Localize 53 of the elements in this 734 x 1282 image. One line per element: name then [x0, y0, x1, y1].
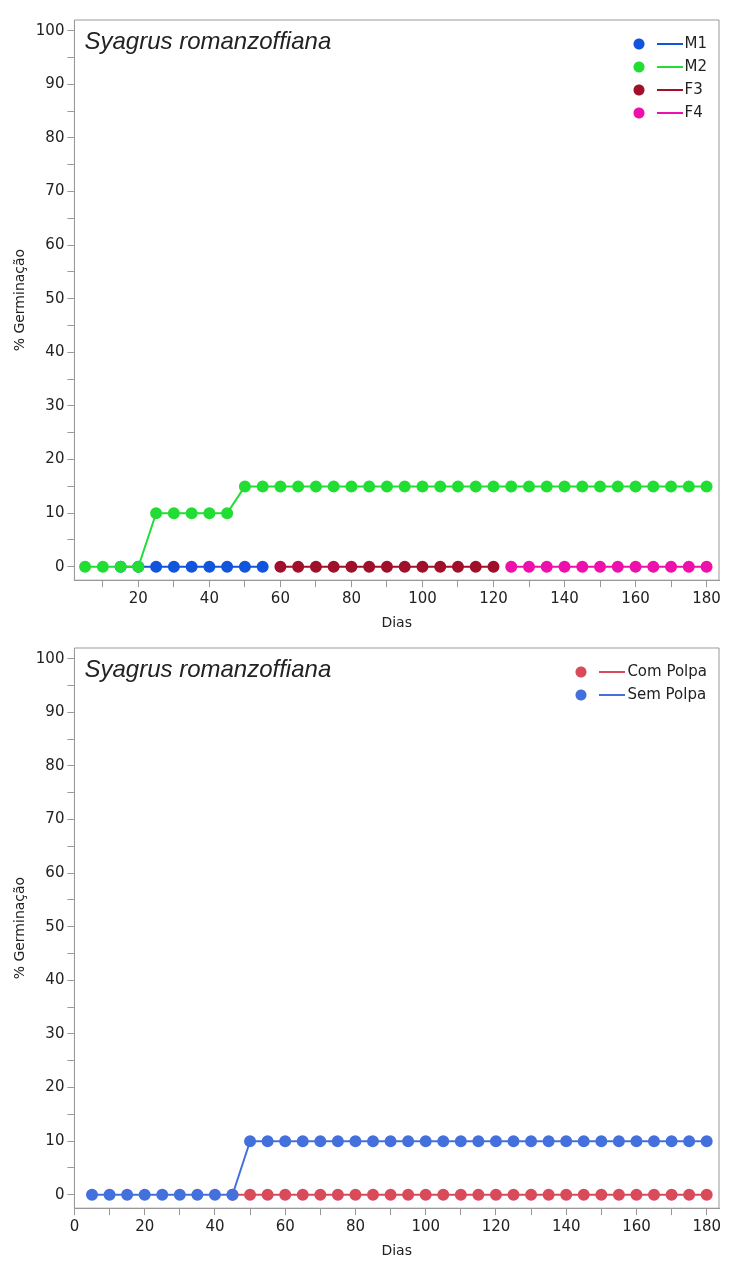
- chart-title: Syagrus romanzoffiana: [84, 26, 332, 54]
- x-axis-title: Dias: [381, 614, 412, 631]
- y-axis-title: % Germinação: [11, 248, 28, 352]
- x-tick-label: 180: [692, 589, 721, 608]
- x-tick-label: 40: [199, 589, 219, 608]
- x-tick-label: 60: [270, 589, 290, 608]
- x-tick-label: 160: [622, 1217, 651, 1236]
- legend-label: M2: [684, 56, 707, 77]
- y-tick-label: 70: [45, 809, 65, 828]
- x-axis-title: Dias: [381, 1242, 412, 1259]
- y-tick-label: 100: [35, 20, 65, 39]
- y-tick-label: 20: [45, 449, 65, 468]
- x-tick-label: 80: [345, 1217, 365, 1236]
- y-tick-label: 60: [45, 235, 65, 254]
- x-tick-label: 100: [408, 589, 437, 608]
- x-tick-label: 120: [481, 1217, 511, 1236]
- y-axis-title: % Germinação: [11, 876, 28, 980]
- x-tick-label: 180: [692, 1217, 722, 1236]
- x-tick-label: 0: [69, 1217, 80, 1236]
- y-tick-label: 0: [54, 1184, 65, 1203]
- chart-title: Syagrus romanzoffiana: [84, 654, 332, 682]
- y-tick-label: 40: [45, 970, 65, 989]
- y-tick-label: 50: [45, 288, 65, 307]
- y-tick-label: 20: [45, 1077, 65, 1096]
- legend-label: F3: [684, 79, 703, 100]
- legend-label: M1: [684, 33, 707, 54]
- x-tick-label: 120: [479, 589, 508, 608]
- y-tick-label: 0: [54, 556, 65, 575]
- y-tick-label: 90: [45, 74, 65, 93]
- x-tick-label: 80: [341, 589, 361, 608]
- x-tick-label: 60: [275, 1217, 295, 1236]
- y-tick-label: 80: [45, 755, 65, 774]
- y-tick-label: 30: [45, 395, 65, 414]
- y-tick-label: 50: [45, 916, 65, 935]
- x-tick-label: 100: [411, 1217, 441, 1236]
- x-tick-label: 20: [135, 1217, 155, 1236]
- y-tick-label: 60: [45, 863, 65, 882]
- y-tick-label: 40: [45, 342, 65, 361]
- y-tick-label: 30: [45, 1023, 65, 1042]
- y-tick-label: 100: [35, 648, 65, 667]
- legend-label: Sem Polpa: [627, 684, 707, 705]
- legend-label: F4: [684, 102, 703, 123]
- y-tick-label: 80: [45, 127, 65, 146]
- x-tick-label: 140: [550, 589, 579, 608]
- y-tick-label: 10: [45, 503, 65, 522]
- y-tick-label: 90: [45, 702, 65, 721]
- y-tick-label: 70: [45, 181, 65, 200]
- x-tick-label: 160: [621, 589, 650, 608]
- legend-label: Com Polpa: [627, 661, 707, 682]
- x-tick-label: 40: [205, 1217, 225, 1236]
- x-tick-label: 20: [128, 589, 148, 608]
- y-tick-label: 10: [45, 1131, 65, 1150]
- x-tick-label: 140: [551, 1217, 581, 1236]
